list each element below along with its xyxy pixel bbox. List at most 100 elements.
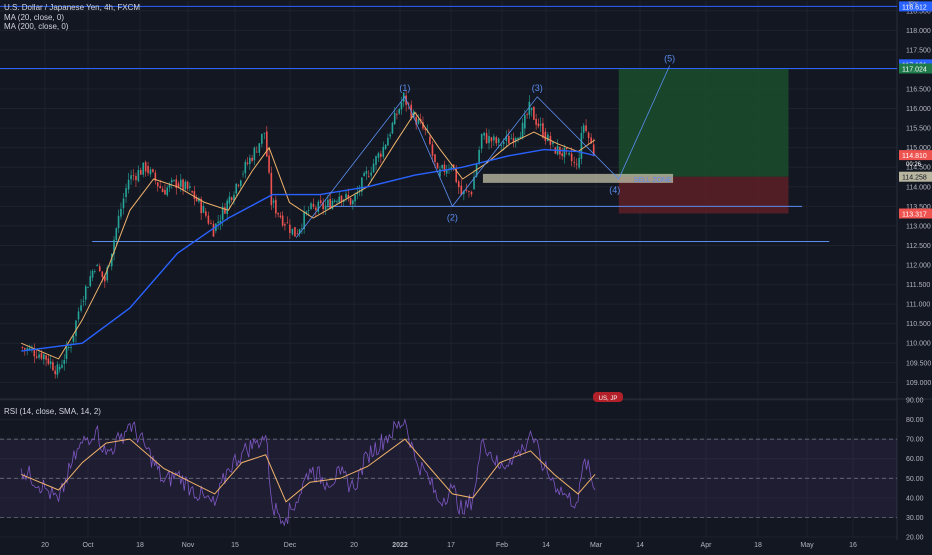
candle-body [45,355,47,360]
candle-body [110,253,113,267]
candle-body [228,196,231,204]
ma200-line [21,148,596,352]
candle-body [495,137,498,144]
x-tick-label: 2022 [392,542,408,549]
y-tick-label: 118.500 [906,8,931,15]
candle-body [54,370,56,375]
price-tag-last-box [899,150,932,161]
candle-body [539,123,542,126]
candle-body [570,153,573,162]
candle-body [352,200,354,205]
price-tag-upper: 118.612 [902,4,927,11]
x-tick-label: 18 [754,542,762,549]
price-tag-support: 114.258 [902,175,927,182]
candle-body [40,352,43,359]
candle-body [75,320,77,336]
rsi-y-tick-label: 80.00 [906,417,924,424]
candle-body [455,168,458,183]
candle-body [310,203,312,210]
candle-body [345,193,347,199]
candle-body [84,286,87,300]
x-tick-label: 20 [350,542,358,549]
ma20-legend[interactable]: MA (20, close, 0) [4,13,65,22]
y-tick-label: 112.000 [906,263,931,270]
candle-body [547,134,549,141]
candle-body [130,175,132,180]
candle-body [535,119,537,125]
candle-body [21,346,24,349]
candle-body [305,211,308,214]
candle-body [312,203,315,207]
candle-body [80,305,82,311]
rsi-legend[interactable]: RSI (14, close, SMA, 14, 2) [4,407,101,416]
candle-body [284,224,286,226]
ma200-legend[interactable]: MA (200, close, 0) [4,22,69,31]
candle-body [333,200,336,202]
candle-body [475,164,478,177]
x-tick-label: Nov [182,542,195,549]
candle-body [349,198,352,205]
candle-body [202,205,205,213]
candle-body [113,239,115,255]
candle-body [144,162,147,172]
candle-body [217,221,219,224]
price-tag-stop: 113.317 [902,212,927,219]
y-tick-label: 118.000 [906,28,931,35]
candle-body [375,156,377,165]
candle-body [590,137,592,144]
candle-body [168,183,171,188]
candle-body [70,347,72,348]
y-tick-label: 110.000 [906,341,931,348]
candle-body [298,229,301,234]
candle-body [307,210,310,211]
candle-body [480,133,483,149]
candle-body [152,169,154,172]
x-tick-label: Mar [590,542,603,549]
candle-body [340,195,343,202]
y-tick-label: 110.500 [906,321,931,328]
candle-body [508,136,510,144]
candle-body [147,165,149,174]
candle-body [104,276,106,282]
candle-body [463,190,465,195]
candle-body [189,186,191,188]
candle-body [417,119,420,124]
candle-body [470,191,473,195]
candle-body [279,215,282,218]
price-tag-countdown: 00:26 [906,162,922,168]
candle-body [327,199,329,206]
candle-body [98,266,101,272]
candle-body [72,335,75,342]
candle-body [372,163,375,173]
y-tick-label: 113.000 [906,223,931,230]
candle-body [224,207,226,214]
candle-body [429,136,431,145]
candle-body [166,187,169,196]
candle-body [67,347,70,349]
symbol-title[interactable]: U.S. Dollar / Japanese Yen, 4h, FXCM [4,3,141,12]
candle-body [354,194,356,202]
candle-body [490,137,493,142]
candle-body [391,122,394,134]
candle-body [521,122,524,139]
candle-body [221,206,224,220]
candle-body [585,125,587,132]
candle-body [38,354,40,358]
x-tick-label: 20 [41,542,49,549]
candle-body [445,170,448,174]
candle-body [43,354,45,360]
candle-body [497,138,500,143]
candle-body [96,264,98,267]
candle-body [200,198,202,214]
candle-body [573,162,575,163]
candle-body [164,189,166,195]
candle-body [317,201,320,212]
candle-body [552,142,554,144]
candle-body [219,220,222,224]
candle-body [108,265,111,267]
candle-body [512,138,515,143]
candle-body [526,113,528,115]
event-badge [593,392,623,402]
